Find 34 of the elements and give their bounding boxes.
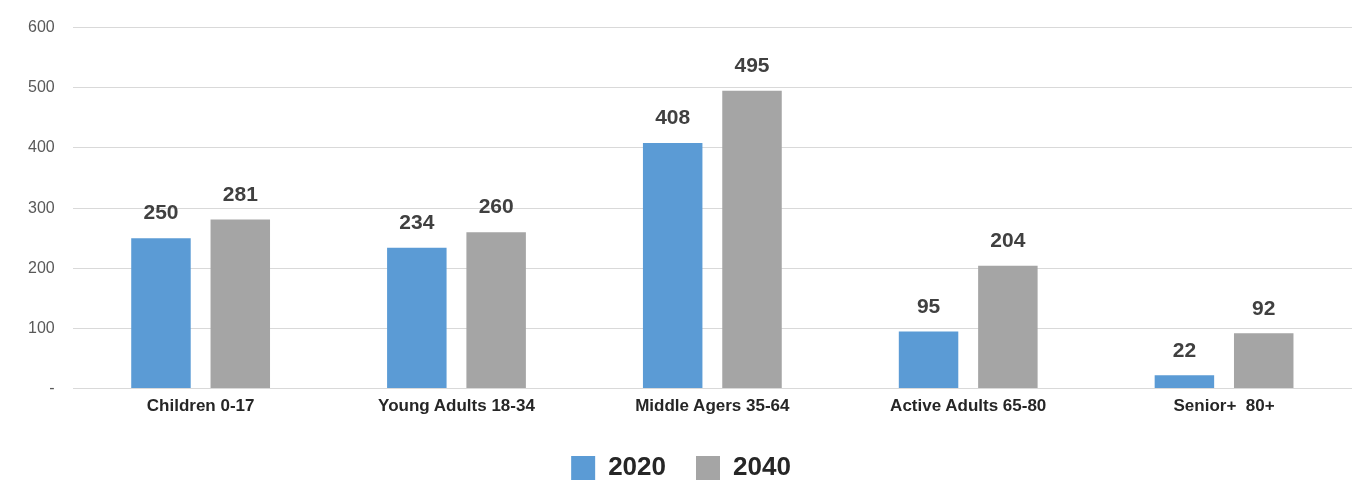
y-tick-label: - [49, 379, 55, 397]
bar [387, 247, 447, 389]
y-tick-label: 500 [27, 78, 55, 96]
data-label: 408 [655, 105, 691, 129]
legend-label: 2040 [733, 451, 791, 482]
bar [642, 143, 703, 389]
data-label: 495 [734, 53, 770, 77]
x-tick-label: Active Adults 65-80 [890, 396, 1047, 416]
data-label: 92 [1252, 295, 1276, 319]
bar [131, 238, 191, 389]
x-tick-label: Senior+ 80+ [1173, 396, 1275, 416]
y-tick-label: 400 [27, 138, 55, 156]
y-tick-label: 600 [27, 18, 55, 36]
bar [722, 90, 782, 389]
legend-label: 2020 [608, 451, 666, 482]
bar [1233, 333, 1294, 389]
y-tick-label: 100 [27, 318, 55, 336]
data-label: 95 [916, 293, 941, 317]
bar [898, 331, 959, 389]
data-label: 234 [399, 210, 435, 234]
data-label: 250 [143, 200, 179, 224]
bar [1154, 375, 1215, 389]
data-label: 281 [222, 181, 259, 205]
x-tick-label: Young Adults 18-34 [378, 396, 536, 416]
data-label: 22 [1172, 337, 1197, 361]
x-tick-label: Middle Agers 35-64 [635, 396, 791, 416]
data-label: 204 [990, 228, 1026, 252]
bar [466, 232, 526, 389]
bar [978, 265, 1038, 389]
y-tick-label: 200 [27, 258, 55, 276]
y-tick-label: 300 [27, 198, 55, 216]
x-tick-label: Children 0-17 [146, 396, 255, 416]
bar [210, 219, 271, 389]
data-label: 260 [478, 194, 514, 218]
